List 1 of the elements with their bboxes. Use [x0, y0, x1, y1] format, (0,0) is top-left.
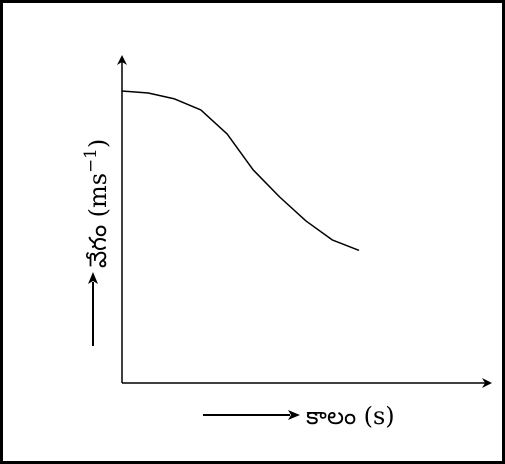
x-axis-title: కాలం (s)	[306, 402, 395, 430]
